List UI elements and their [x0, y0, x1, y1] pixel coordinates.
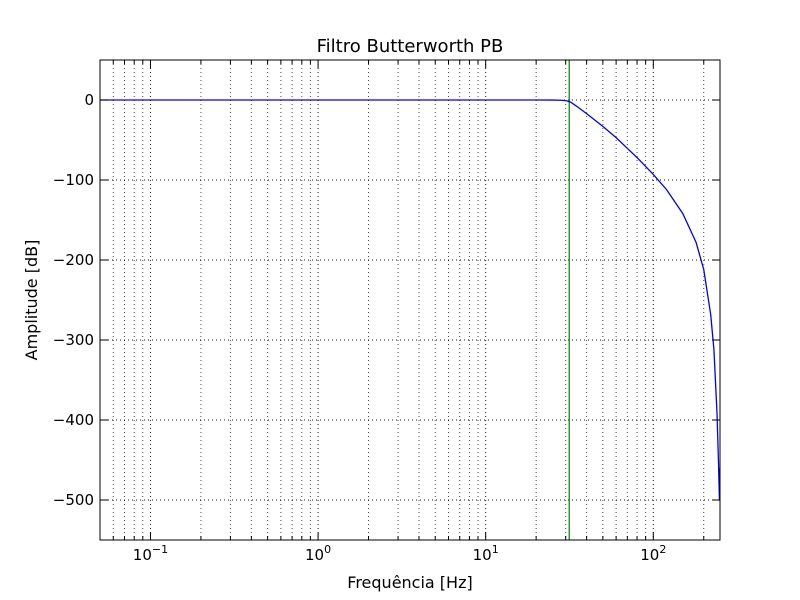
x-tick-label: 101 [473, 543, 499, 564]
chart-title: Filtro Butterworth PB [317, 36, 504, 57]
x-tick-exponent: 2 [659, 543, 666, 556]
x-tick-base: 10 [473, 546, 492, 564]
data-layer [100, 60, 720, 540]
plot-frame [99, 59, 721, 541]
x-tick-label: 10−1 [133, 543, 168, 564]
y-tick-label: −300 [53, 331, 94, 349]
y-axis-label: Amplitude [dB] [22, 240, 41, 361]
x-tick-exponent: 1 [492, 543, 499, 556]
y-tick-label: −100 [53, 171, 94, 189]
x-axis-label: Frequência [Hz] [347, 573, 472, 592]
x-tick-base: 10 [640, 546, 659, 564]
series-line [100, 99, 720, 501]
y-tick-label: 0 [84, 91, 94, 109]
y-tick-label: −500 [53, 491, 94, 509]
y-tick-label: −200 [53, 251, 94, 269]
x-tick-exponent: −1 [152, 543, 168, 556]
plot-area [100, 60, 720, 540]
grid-layer [100, 60, 720, 540]
x-tick-base: 10 [133, 546, 152, 564]
x-tick-exponent: 0 [324, 543, 331, 556]
x-tick-label: 102 [640, 543, 666, 564]
x-tick-label: 100 [305, 543, 331, 564]
y-tick-label: −400 [53, 411, 94, 429]
x-tick-base: 10 [305, 546, 324, 564]
